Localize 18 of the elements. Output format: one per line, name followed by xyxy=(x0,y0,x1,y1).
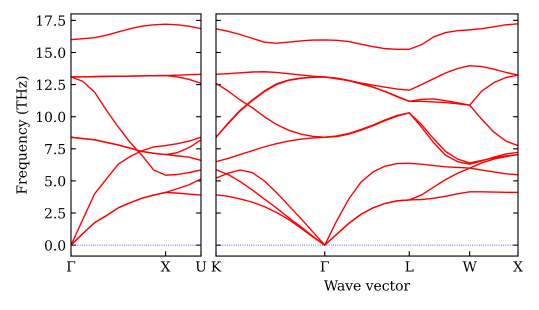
y-tick-label: 15.0 xyxy=(36,47,66,58)
x-tick-label: X xyxy=(160,261,170,272)
y-tick-label: 10.0 xyxy=(36,112,66,122)
x-tick-label: W xyxy=(462,261,477,272)
x-tick-label: X xyxy=(513,261,523,272)
y-tick-label: 0.0 xyxy=(44,240,66,251)
y-tick-label: 5.0 xyxy=(45,176,66,186)
x-tick-label: Γ xyxy=(66,261,76,272)
x-tick-label: Γ xyxy=(320,261,329,272)
y-tick-label: 17.5 xyxy=(36,15,66,26)
y-tick-label: 2.5 xyxy=(44,208,66,219)
y-tick-label: 7.5 xyxy=(45,144,66,154)
x-tick-label: U xyxy=(196,261,206,272)
x-tick-label: L xyxy=(405,261,414,272)
y-tick-label: 12.5 xyxy=(36,80,66,90)
x-axis-title: Wave vector xyxy=(324,280,410,291)
x-tick-label: K xyxy=(212,261,222,272)
y-axis-title: Frequency (THz) xyxy=(16,76,30,194)
